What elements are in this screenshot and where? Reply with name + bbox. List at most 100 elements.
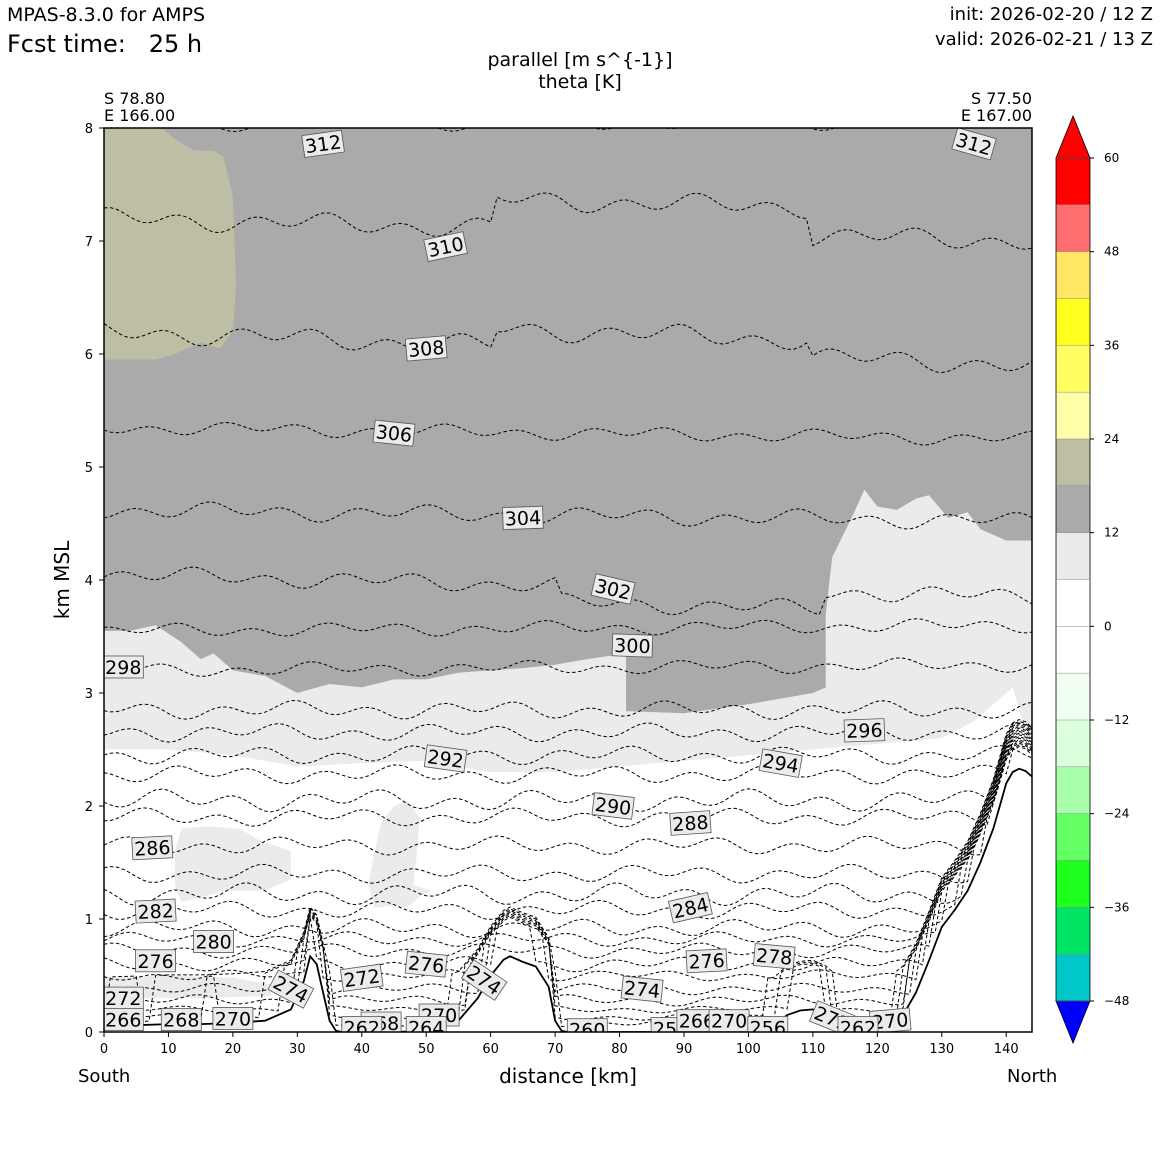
theta-label: 270 bbox=[871, 1009, 909, 1034]
x-tick-label: 70 bbox=[547, 1042, 564, 1057]
theta-label-box: 272 bbox=[340, 963, 384, 992]
y-tick-label: 7 bbox=[85, 235, 93, 250]
theta-label: 292 bbox=[426, 746, 465, 773]
x-tick-label: 0 bbox=[100, 1042, 108, 1057]
theta-label-box: 296 bbox=[843, 718, 886, 743]
theta-label-bg bbox=[591, 792, 635, 820]
chart-subtitle: theta [K] bbox=[538, 71, 622, 93]
theta-label-bg bbox=[843, 718, 886, 743]
theta-label-bg bbox=[193, 930, 235, 953]
theta-contour-line bbox=[104, 722, 1032, 1014]
x-tick-label: 60 bbox=[482, 1042, 499, 1057]
colorbar-segment bbox=[1056, 439, 1090, 486]
model-title: MPAS-8.3.0 for AMPS bbox=[7, 4, 206, 26]
theta-label-box: 266 bbox=[104, 1008, 144, 1032]
theta-label-box: 262 bbox=[341, 1016, 383, 1032]
colorbar-tick-label: 60 bbox=[1104, 151, 1119, 165]
wind-region-light-blob-1 bbox=[174, 826, 291, 902]
colorbar-tick-label: 24 bbox=[1104, 432, 1119, 446]
x-tick-label: 20 bbox=[225, 1042, 242, 1057]
theta-contour-line bbox=[104, 746, 1032, 785]
theta-label-box: 278 bbox=[752, 943, 796, 970]
wind-region-khaki bbox=[104, 128, 237, 360]
colorbar-segment bbox=[1056, 392, 1090, 439]
theta-label-bg bbox=[667, 892, 713, 924]
axes: 0 10 20 30 40 50 60 70 80 90 100 110 120 130 140 0 1 2 3 4 5… bbox=[85, 122, 1019, 1057]
theta-label: 274 bbox=[623, 977, 661, 1003]
theta-label-box: 298 bbox=[104, 655, 144, 679]
colorbar-segment bbox=[1056, 204, 1090, 252]
theta-label: 270 bbox=[711, 1011, 747, 1033]
theta-label-box: 292 bbox=[423, 744, 468, 773]
theta-contour-line bbox=[104, 735, 1032, 920]
theta-label: 266 bbox=[105, 1010, 141, 1032]
y-tick-label: 5 bbox=[85, 461, 93, 476]
x-tick-label: 10 bbox=[160, 1042, 177, 1057]
colorbar-over-arrow bbox=[1055, 114, 1091, 159]
init-time: init: 2026-02-20 / 12 Z bbox=[949, 4, 1153, 25]
colorbar-segment bbox=[1056, 813, 1090, 861]
theta-label-bg bbox=[340, 963, 384, 992]
colorbar-segment bbox=[1056, 626, 1090, 674]
theta-label-box: 270 bbox=[212, 1007, 254, 1030]
theta-label-box: 272 bbox=[104, 986, 144, 1010]
theta-label-box: 274 bbox=[620, 975, 664, 1003]
y-tick-label: 6 bbox=[85, 348, 93, 363]
south-label: South bbox=[78, 1066, 131, 1087]
theta-label-bg bbox=[747, 1016, 789, 1032]
theta-label-bg bbox=[160, 1008, 202, 1031]
theta-label-bg bbox=[620, 975, 664, 1003]
theta-contour-line bbox=[104, 657, 1032, 677]
theta-label-box: 262 bbox=[837, 1016, 879, 1040]
terrain-profile bbox=[104, 767, 1032, 1032]
theta-contour-line bbox=[104, 744, 1032, 813]
wind-region-light-blob-3 bbox=[104, 975, 272, 999]
colorbar-segment bbox=[1056, 907, 1090, 955]
colorbar-tick-label: −24 bbox=[1104, 807, 1129, 821]
theta-label-box: 306 bbox=[372, 419, 416, 447]
colorbar-segment bbox=[1056, 532, 1090, 580]
wind-field-layer bbox=[104, 128, 1032, 1032]
theta-label: 286 bbox=[134, 837, 171, 861]
left-end-lat: S 78.80 bbox=[104, 89, 166, 108]
theta-contour-line bbox=[104, 724, 1032, 1007]
theta-label: 278 bbox=[755, 945, 793, 970]
theta-label-box: 276 bbox=[135, 949, 177, 973]
theta-label-box: 268 bbox=[160, 1008, 202, 1032]
theta-label-box: 280 bbox=[193, 930, 235, 954]
y-tick-label: 3 bbox=[85, 687, 93, 702]
theta-label-bg bbox=[405, 1016, 447, 1032]
theta-label: 276 bbox=[407, 952, 445, 978]
theta-contour-line bbox=[104, 739, 1032, 884]
theta-label: 266 bbox=[679, 1011, 715, 1033]
theta-label-bg bbox=[131, 835, 174, 861]
theta-label-bg bbox=[669, 810, 712, 836]
theta-contour-line bbox=[104, 741, 1032, 856]
colorbar-tick-label: 36 bbox=[1104, 338, 1119, 352]
forecast-time: Fcst time: 25 h bbox=[7, 30, 202, 58]
x-tick-label: 40 bbox=[354, 1042, 371, 1057]
y-tick-label: 4 bbox=[85, 574, 93, 589]
wind-region-light-blob-2 bbox=[368, 800, 433, 908]
colorbar-segment bbox=[1056, 954, 1090, 1001]
theta-label-bg bbox=[372, 419, 416, 447]
theta-contour-line bbox=[104, 730, 1032, 959]
x-tick-label: 80 bbox=[611, 1042, 628, 1057]
colorbar-segment bbox=[1056, 579, 1090, 627]
theta-contours bbox=[104, 128, 1032, 1028]
theta-label: 260 bbox=[569, 1020, 605, 1042]
colorbar-tick-label: −12 bbox=[1104, 713, 1129, 727]
theta-label-box: 300 bbox=[611, 633, 654, 658]
x-tick-label: 130 bbox=[929, 1042, 954, 1057]
theta-label-bg bbox=[267, 969, 315, 1009]
theta-label: 262 bbox=[840, 1018, 876, 1040]
wind-region-light-upper bbox=[104, 489, 1032, 773]
theta-label-bg bbox=[590, 573, 636, 605]
theta-contour-line bbox=[104, 734, 1032, 939]
theta-label-bg bbox=[423, 744, 468, 773]
theta-label-bg bbox=[951, 128, 997, 161]
theta-label: 300 bbox=[614, 635, 651, 658]
theta-contour-line bbox=[104, 729, 1032, 973]
colorbar-segment bbox=[1056, 860, 1090, 908]
forecast-time-label: Fcst time: bbox=[7, 30, 126, 58]
